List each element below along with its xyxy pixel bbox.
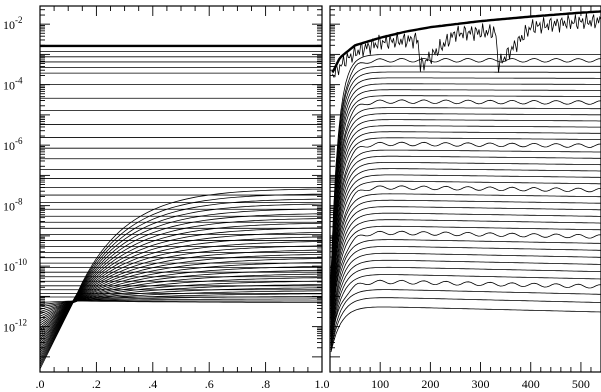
left-rising-series-line — [40, 258, 322, 338]
left-x-tick-label: 1.0 — [315, 377, 330, 391]
right-x-tick-label: 300 — [472, 377, 490, 391]
right-noisy-series-line — [332, 13, 601, 78]
right-saturating-series-line — [330, 54, 601, 278]
left-rising-series-line — [40, 287, 322, 356]
right-saturating-series-line — [330, 71, 601, 284]
right-saturating-series-line — [330, 239, 601, 336]
right-saturating-series-line — [330, 206, 601, 327]
right-saturating-series-line — [330, 212, 601, 328]
right-saturating-series-line — [330, 65, 601, 282]
right-saturating-series-line — [330, 77, 601, 286]
right-saturating-series-line — [330, 107, 601, 296]
left-x-tick-label: .6 — [205, 377, 214, 391]
left-rising-series-line — [40, 269, 322, 344]
right-saturating-series-line — [330, 119, 601, 300]
right-saturating-series-line — [330, 149, 601, 310]
left-rising-series-line — [40, 236, 322, 326]
left-x-tick-label: .8 — [261, 377, 270, 391]
right-saturating-series-line — [330, 252, 601, 339]
right-plot-frame — [329, 5, 601, 373]
left-panel: .0 .2 .4 .6 .8 1.0 10-2 10-4 10-6 10-8 10-10 10-12 — [3, 5, 330, 391]
right-saturating-series-line — [330, 180, 601, 319]
right-saturating-series-line — [330, 297, 601, 351]
left-rising-series-line — [40, 300, 322, 370]
left-rising-series-line — [40, 213, 322, 315]
left-plot-frame — [39, 5, 323, 373]
left-rising-series-line — [40, 277, 322, 349]
right-saturating-series-line — [330, 125, 601, 302]
right-saturating-series-line — [330, 193, 601, 323]
right-x-tick-label: 400 — [522, 377, 540, 391]
right-saturating-series-line — [330, 219, 601, 330]
right-saturating-series-line — [330, 174, 601, 317]
left-rising-series-line — [40, 198, 322, 308]
left-rising-series-line — [40, 218, 322, 317]
right-saturating-series-line — [330, 225, 601, 332]
right-x-tick-label: 100 — [371, 377, 389, 391]
right-panel: 100 200 300 400 500 — [329, 5, 601, 391]
left-rising-series-line — [40, 273, 322, 347]
left-y-tick-label: 10-6 — [3, 136, 23, 153]
right-envelope-series-line — [331, 10, 601, 74]
left-rising-series-line — [40, 232, 322, 324]
left-rising-series-line — [40, 208, 322, 312]
right-saturating-series-line — [330, 141, 601, 307]
left-y-tick-label: 10-8 — [3, 197, 23, 214]
left-rising-series-line — [40, 262, 322, 340]
right-saturating-series-line — [330, 274, 601, 345]
left-rising-series-line — [40, 249, 322, 333]
right-saturating-series-line — [330, 58, 601, 280]
right-saturating-series-line — [330, 83, 601, 288]
right-saturating-series-line — [330, 99, 601, 294]
right-saturating-series-line — [330, 246, 601, 338]
right-saturating-series-line — [330, 89, 601, 290]
left-x-tick-label: .2 — [92, 377, 101, 391]
left-rising-series-line — [40, 300, 322, 367]
right-plot-area — [330, 10, 601, 353]
left-rising-series-line — [40, 296, 322, 363]
right-saturating-series-line — [330, 306, 601, 353]
left-rising-series-line — [40, 188, 322, 303]
left-rising-series-line — [40, 293, 322, 360]
right-saturating-series-line — [330, 95, 601, 292]
left-rising-series-line — [40, 298, 322, 365]
right-saturating-series-line — [330, 131, 601, 304]
left-rising-series-line — [40, 280, 322, 351]
right-saturating-series-line — [330, 155, 601, 312]
right-saturating-series-line — [330, 230, 601, 333]
left-y-tick-label: 10-10 — [3, 257, 27, 274]
left-x-tick-label: .0 — [36, 377, 45, 391]
left-y-tick-label: 10-12 — [3, 318, 27, 335]
left-rising-series-line — [40, 245, 322, 331]
left-plot-area — [40, 44, 322, 370]
left-rising-series-line — [40, 227, 322, 322]
left-y-tick-label: 10-2 — [3, 15, 23, 32]
left-y-tick-label: 10-4 — [3, 76, 23, 93]
right-x-tick-label: 200 — [421, 377, 439, 391]
left-rising-series-line — [40, 241, 322, 329]
right-saturating-series-line — [330, 185, 601, 320]
right-saturating-series-line — [330, 168, 601, 315]
right-saturating-series-line — [330, 162, 601, 313]
right-saturating-series-line — [330, 289, 601, 349]
right-x-tick-label: 500 — [572, 377, 590, 391]
left-rising-series-line — [40, 222, 322, 319]
left-rising-series-line — [40, 284, 322, 354]
left-rising-series-line — [40, 203, 322, 310]
left-rising-series-line — [40, 290, 322, 358]
left-rising-series-line — [40, 266, 322, 342]
right-saturating-series-line — [330, 279, 601, 346]
left-rising-series-line — [40, 193, 322, 306]
right-saturating-series-line — [330, 199, 601, 325]
right-saturating-series-line — [330, 259, 601, 341]
right-saturating-series-line — [330, 266, 601, 343]
left-rising-series-line — [40, 253, 322, 335]
right-saturating-series-line — [330, 137, 601, 306]
right-saturating-series-line — [330, 113, 601, 298]
left-x-tick-label: .4 — [148, 377, 157, 391]
